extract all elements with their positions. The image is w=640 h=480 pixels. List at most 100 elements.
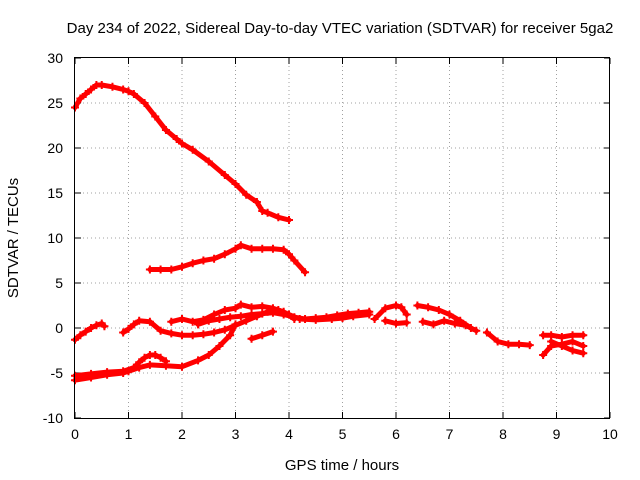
data-point (167, 265, 176, 274)
data-point (188, 259, 197, 268)
data-point (557, 333, 566, 341)
data-point (204, 157, 213, 166)
data-point (108, 82, 117, 91)
data-point (140, 99, 149, 107)
data-point (579, 331, 588, 340)
data-point (279, 310, 288, 319)
x-axis-label: GPS time / hours (285, 457, 399, 474)
data-point (424, 303, 433, 312)
data-series (71, 81, 588, 385)
data-point (178, 262, 186, 271)
data-point (129, 320, 138, 329)
data-point (365, 307, 374, 316)
plot-frame (74, 57, 610, 419)
x-tick-label: 7 (446, 426, 454, 442)
data-point (343, 309, 352, 318)
data-point (231, 244, 240, 253)
y-axis-label: SDTVAR / TECUs (5, 178, 22, 298)
data-point (151, 351, 160, 359)
data-point (268, 308, 277, 317)
data-point (557, 342, 566, 350)
x-tick-label: 8 (499, 426, 507, 442)
x-tick-label: 2 (178, 426, 186, 442)
data-point (301, 268, 310, 277)
y-tick-label: 10 (47, 230, 63, 246)
y-tick-label: 0 (55, 320, 63, 336)
series-arc-12 (482, 328, 534, 350)
data-point (231, 304, 240, 313)
data-point (539, 351, 548, 359)
data-point (188, 331, 197, 340)
data-point (156, 353, 165, 362)
data-point (92, 321, 101, 330)
data-point (482, 328, 491, 337)
data-point (268, 244, 277, 253)
data-point (258, 302, 267, 311)
data-point (161, 126, 170, 134)
data-point (156, 326, 165, 335)
data-point (258, 207, 267, 215)
x-tick-label: 0 (71, 426, 79, 442)
data-point (215, 315, 224, 323)
data-point (145, 360, 154, 369)
data-point (461, 321, 470, 330)
data-point (119, 85, 128, 94)
data-point (354, 308, 363, 317)
series-arc-13 (539, 331, 588, 341)
series-arc-2 (145, 241, 310, 277)
data-point (247, 303, 256, 312)
data-point (247, 244, 256, 253)
data-point (178, 331, 186, 340)
data-point (252, 198, 261, 206)
data-point (188, 317, 197, 326)
data-point (231, 180, 240, 188)
axis-ticks: 0 1 2 3 4 5 6 7 8 9 10 -10 -5 0 5 10 15 20 25 30 (43, 50, 618, 442)
x-tick-label: 10 (602, 426, 618, 442)
data-point (311, 314, 320, 323)
data-point (119, 369, 128, 377)
data-point (285, 216, 293, 224)
data-point (392, 301, 400, 310)
data-point (124, 324, 133, 333)
data-point (263, 208, 272, 217)
data-point (568, 337, 577, 346)
data-point (220, 325, 229, 334)
data-point (381, 304, 390, 313)
data-point (81, 90, 90, 98)
data-point (231, 320, 240, 329)
data-point (210, 254, 219, 263)
series-arc-6 (194, 307, 374, 329)
y-tick-label: 20 (47, 140, 63, 156)
data-point (151, 112, 160, 121)
series-arc-15 (547, 337, 588, 358)
grid-lines (75, 58, 610, 418)
data-point (568, 346, 577, 355)
data-point (236, 300, 245, 309)
data-point (402, 318, 411, 327)
data-point (290, 313, 299, 322)
data-point (172, 135, 181, 143)
x-tick-label: 1 (125, 426, 133, 442)
series-arc-7 (247, 327, 277, 343)
x-tick-label: 9 (553, 426, 561, 442)
data-point (434, 306, 443, 314)
data-point (178, 362, 186, 371)
data-point (258, 244, 267, 253)
x-tick-label: 6 (392, 426, 400, 442)
data-point (76, 94, 85, 103)
series-arc-4 (119, 306, 374, 340)
y-tick-label: 15 (47, 185, 63, 201)
data-point (429, 320, 438, 329)
data-point (247, 310, 256, 319)
data-point (178, 139, 186, 148)
data-point (199, 256, 208, 265)
data-point (397, 303, 406, 312)
data-point (226, 331, 235, 340)
data-point (279, 245, 288, 254)
data-point (81, 327, 90, 336)
data-point (450, 319, 459, 328)
data-point (145, 317, 154, 326)
data-point (215, 342, 224, 350)
data-point (119, 328, 128, 337)
data-point (525, 341, 534, 350)
